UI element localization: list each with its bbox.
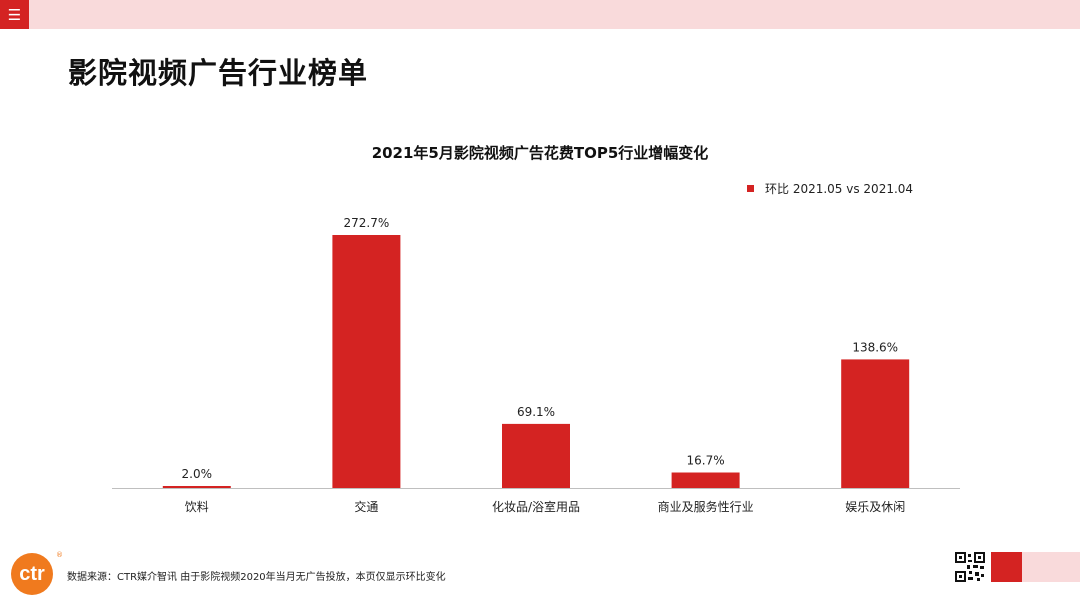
category-label: 娱乐及休闲 xyxy=(845,500,905,514)
data-label: 2.0% xyxy=(182,467,213,481)
ctr-logo: ctr xyxy=(11,553,53,595)
registered-mark: ® xyxy=(56,551,63,559)
bar xyxy=(332,235,401,488)
category-label: 交通 xyxy=(354,499,378,514)
page-title: 影院视频广告行业榜单 xyxy=(68,56,369,90)
legend-marker xyxy=(747,185,754,192)
category-label: 饮料 xyxy=(185,500,209,514)
data-label: 16.7% xyxy=(687,454,725,468)
data-source-note: 数据来源：CTR媒介智讯 由于影院视频2020年当月无广告投放，本页仅显示环比变… xyxy=(67,572,446,583)
top-bar xyxy=(0,0,1080,29)
bar xyxy=(502,423,570,488)
qr-code-icon xyxy=(955,552,985,582)
data-label: 138.6% xyxy=(852,340,898,354)
footer-accent-pink xyxy=(1022,552,1080,582)
data-label: 69.1% xyxy=(517,405,555,419)
bar xyxy=(162,486,231,488)
data-label: 272.7% xyxy=(344,216,390,230)
hamburger-menu-icon[interactable]: ☰ xyxy=(0,0,29,29)
footer-accent-red xyxy=(991,552,1022,582)
category-label: 商业及服务性行业 xyxy=(658,499,754,514)
category-label: 化妆品/浴室用品 xyxy=(492,499,580,514)
bar xyxy=(841,359,910,488)
legend-label: 环比 2021.05 vs 2021.04 xyxy=(765,182,913,196)
bar xyxy=(671,472,740,488)
chart-title: 2021年5月影院视频广告花费TOP5行业增幅变化 xyxy=(371,144,709,162)
